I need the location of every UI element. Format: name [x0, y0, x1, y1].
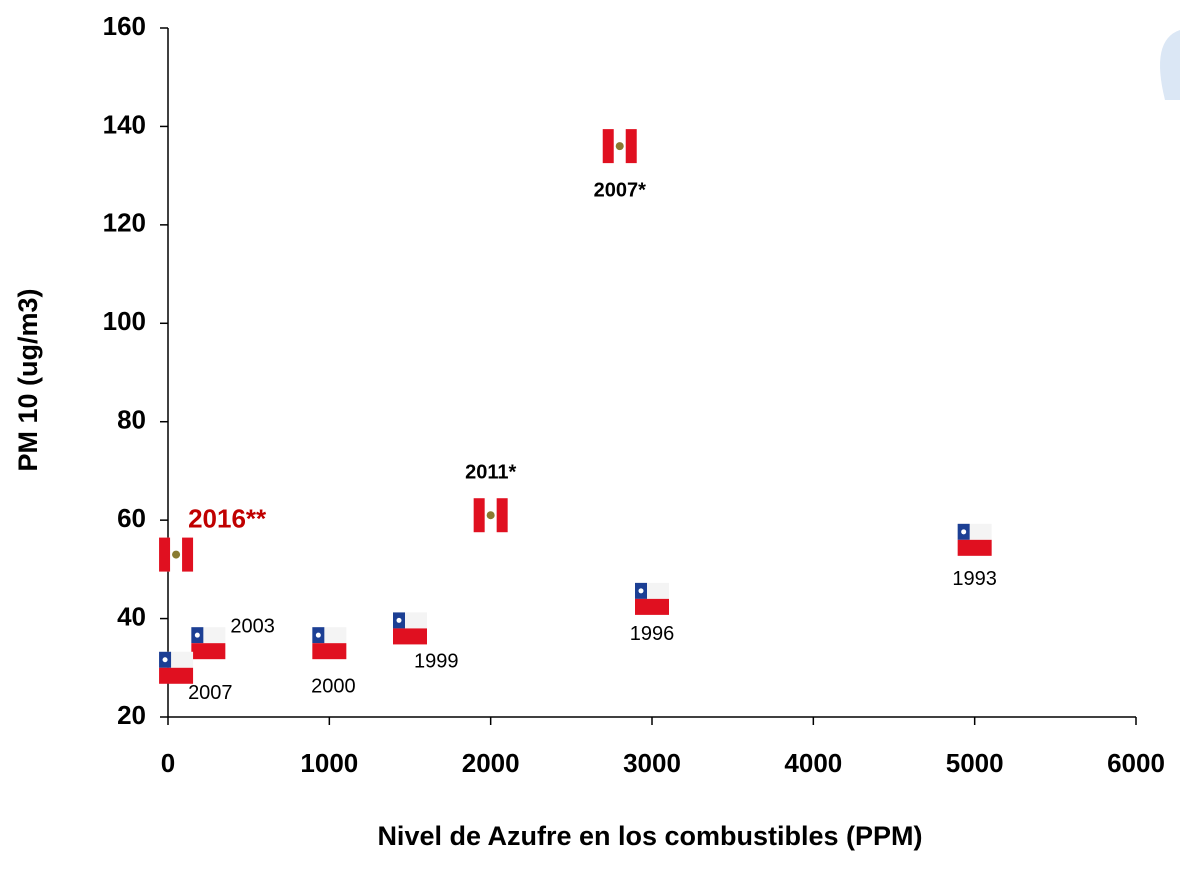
flag-stripe	[473, 498, 485, 533]
flag-marker	[159, 651, 194, 684]
flag-red	[635, 598, 669, 615]
flag-red	[393, 628, 427, 645]
y-tick-label: 120	[103, 208, 146, 238]
point-label: 1999	[414, 651, 459, 673]
point-label: 2007	[188, 682, 233, 704]
x-tick-label: 3000	[623, 748, 681, 778]
decoration	[1160, 30, 1180, 100]
y-tick-label: 100	[103, 306, 146, 336]
x-tick-label: 0	[161, 748, 175, 778]
point-label: 2016**	[188, 503, 267, 533]
flag-marker	[312, 627, 347, 660]
flag-emblem	[615, 142, 624, 151]
flag-emblem	[172, 550, 181, 559]
y-tick-label: 20	[117, 700, 146, 730]
y-axis-title: PM 10 (ug/m3)	[13, 288, 43, 471]
y-tick-label: 140	[103, 109, 146, 139]
flag-star	[315, 632, 321, 638]
flag-star	[961, 529, 967, 535]
point-label: 2007*	[594, 179, 646, 201]
point-label: 2003	[230, 615, 274, 637]
flag-marker	[635, 582, 669, 615]
flag-marker	[191, 627, 226, 660]
x-tick-label: 5000	[946, 748, 1004, 778]
flag-marker	[393, 612, 427, 645]
flag-red	[191, 643, 226, 660]
x-tick-label: 1000	[300, 748, 358, 778]
y-tick-label: 80	[117, 405, 146, 435]
x-tick-label: 4000	[784, 748, 842, 778]
x-tick-label: 6000	[1107, 748, 1165, 778]
flag-stripe	[496, 498, 508, 533]
point-label: 2000	[311, 675, 356, 697]
flag-stripe	[625, 129, 637, 164]
flag-star	[194, 632, 200, 638]
flag-red	[159, 667, 194, 684]
flag-stripe	[602, 129, 614, 164]
flag-marker	[159, 537, 194, 572]
point-label: 1996	[630, 623, 675, 645]
flag-red	[312, 643, 347, 660]
flag-emblem	[486, 511, 495, 520]
flag-red	[957, 539, 992, 556]
point-label: 2011*	[465, 462, 516, 484]
flag-star	[162, 657, 168, 663]
flag-marker	[473, 498, 508, 533]
y-tick-label: 160	[103, 11, 146, 41]
x-axis-title: Nivel de Azufre en los combustibles (PPM…	[377, 821, 922, 851]
flag-marker	[602, 129, 637, 164]
flag-star	[396, 617, 402, 623]
x-tick-label: 2000	[462, 748, 520, 778]
flag-star	[638, 588, 644, 594]
flag-marker	[957, 523, 992, 556]
flag-stripe	[182, 537, 194, 572]
point-label: 1993	[952, 568, 997, 590]
y-tick-label: 40	[117, 601, 146, 631]
flag-stripe	[159, 537, 171, 572]
y-tick-label: 60	[117, 503, 146, 533]
